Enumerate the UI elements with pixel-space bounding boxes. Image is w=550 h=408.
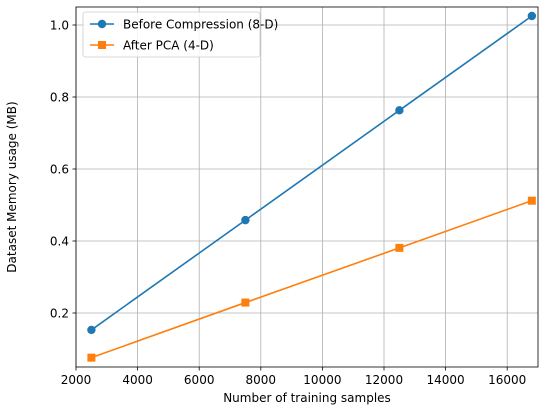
x-tick-label: 2000 (61, 373, 92, 387)
data-point-square (395, 243, 404, 252)
x-tick-label: 12000 (365, 373, 403, 387)
y-axis-label: Dataset Memory usage (MB) (5, 101, 19, 272)
x-axis-label: Number of training samples (223, 391, 391, 405)
legend-marker-square (98, 41, 106, 49)
series-line-1 (90, 15, 533, 331)
data-point-circle (87, 325, 96, 335)
series-layer (87, 11, 537, 362)
legend-box (82, 11, 261, 58)
x-tick-label: 8000 (246, 373, 277, 387)
legend-label: Before Compression (8-D) (123, 17, 278, 31)
x-tick-label: 10000 (303, 373, 341, 387)
data-point-square (87, 353, 96, 362)
data-point-circle (395, 106, 404, 115)
legend-label: After PCA (4-D) (123, 38, 214, 52)
plot-frame (75, 6, 539, 368)
y-tick-label: 1.0 (50, 18, 69, 32)
series-line-2 (91, 199, 533, 359)
y-tick-label: 0.6 (50, 162, 69, 176)
data-point-square (527, 196, 536, 205)
data-point-circle (241, 215, 250, 225)
x-tick-label: 16000 (488, 373, 526, 387)
legend-marker-circle (97, 19, 107, 29)
y-tick-label: 0.8 (50, 90, 69, 104)
legend: Before Compression (8-D) After PCA (4-D) (82, 11, 278, 58)
x-tick-label: 14000 (427, 373, 465, 387)
y-tick-label: 0.4 (50, 234, 69, 248)
y-tick-label: 0.2 (50, 306, 69, 320)
axis-ticks: 2000 4000 6000 8000 10000 12000 14000 16000 0.2 0… (50, 18, 526, 387)
x-tick-label: 4000 (122, 373, 153, 387)
data-point-circle (527, 11, 537, 21)
grid-lines (75, 7, 538, 367)
data-point-square (241, 298, 250, 307)
x-tick-label: 6000 (184, 373, 215, 387)
